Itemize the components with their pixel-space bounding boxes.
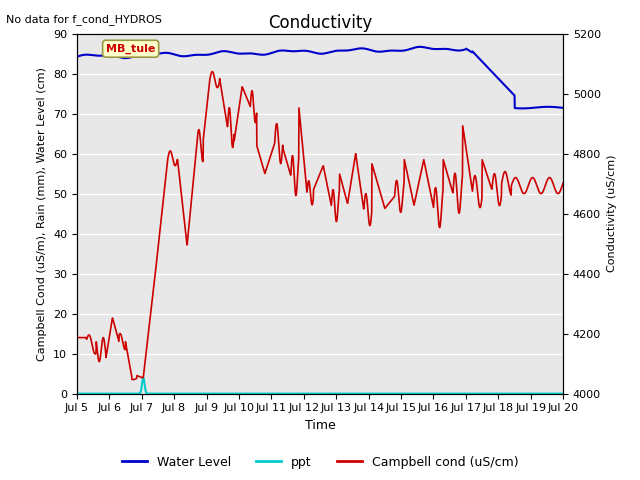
Y-axis label: Campbell Cond (uS/m), Rain (mm), Water Level (cm): Campbell Cond (uS/m), Rain (mm), Water L… — [37, 67, 47, 360]
X-axis label: Time: Time — [305, 419, 335, 432]
Y-axis label: Conductivity (uS/cm): Conductivity (uS/cm) — [607, 155, 617, 272]
Title: Conductivity: Conductivity — [268, 14, 372, 32]
Text: MB_tule: MB_tule — [106, 44, 156, 54]
Text: No data for f_cond_HYDROS: No data for f_cond_HYDROS — [6, 14, 163, 25]
Legend: Water Level, ppt, Campbell cond (uS/cm): Water Level, ppt, Campbell cond (uS/cm) — [116, 451, 524, 474]
